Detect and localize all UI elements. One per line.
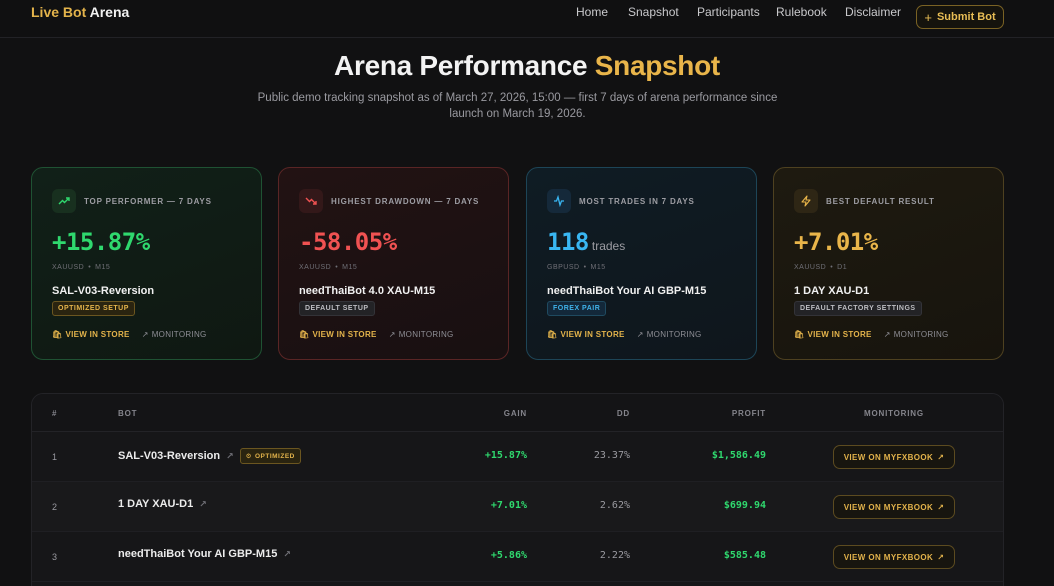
view-in-store-link[interactable]: 🛍 VIEW IN STORE xyxy=(299,330,377,339)
nav-links: Home Snapshot Participants Rulebook Disc… xyxy=(0,5,1054,29)
th-profit: PROFIT xyxy=(731,409,766,418)
card-bot-name: 1 DAY XAU-D1 xyxy=(794,285,870,297)
external-link-icon: ↗ xyxy=(388,330,396,339)
card-value: -58.05% xyxy=(299,228,397,256)
store-icon: 🛍 xyxy=(794,330,805,339)
optimized-badge: ⚙ OPTIMIZED xyxy=(239,448,301,464)
th-dd: DD xyxy=(616,409,630,418)
bot-name[interactable]: needThaiBot Your AI GBP-M15 ↗ xyxy=(118,548,291,560)
table-header: # BOT GAIN DD PROFIT MONITORING xyxy=(32,394,1003,432)
view-on-myfxbook-button[interactable]: VIEW ON MYFXBOOK ↗ xyxy=(833,495,955,519)
card-meta: GBPUSD • M15 xyxy=(547,264,606,271)
view-in-store-link[interactable]: 🛍 VIEW IN STORE xyxy=(547,330,625,339)
brand-logo[interactable]: Live Bot Arena xyxy=(31,4,130,20)
table-row: 2 1 DAY XAU-D1 ↗ +7.01% 2.62% $699.94 VI… xyxy=(32,482,1003,532)
view-in-store-link[interactable]: 🛍 VIEW IN STORE xyxy=(52,330,130,339)
activity-icon xyxy=(547,189,571,213)
card-label: HIGHEST DRAWDOWN — 7 DAYS xyxy=(331,196,480,206)
table-row: 3 needThaiBot Your AI GBP-M15 ↗ +5.86% 2… xyxy=(32,532,1003,582)
card-badge: DEFAULT SETUP xyxy=(299,301,375,316)
view-in-store-link[interactable]: 🛍 VIEW IN STORE xyxy=(794,330,872,339)
card-badge: FOREX PAIR xyxy=(547,301,607,316)
card-label: BEST DEFAULT RESULT xyxy=(826,196,935,206)
card-label: MOST TRADES IN 7 DAYS xyxy=(579,196,695,206)
monitoring-link[interactable]: ↗ MONITORING xyxy=(388,330,454,339)
plus-icon: + xyxy=(924,9,932,25)
external-link-icon: ↗ xyxy=(199,498,207,509)
lightning-icon xyxy=(794,189,818,213)
view-on-myfxbook-button[interactable]: VIEW ON MYFXBOOK ↗ xyxy=(833,545,955,569)
card-meta: XAUUSD • M15 xyxy=(299,264,358,271)
card-best-default: BEST DEFAULT RESULT +7.01% XAUUSD • D1 1 D… xyxy=(773,167,1004,360)
page-title: Arena Performance Snapshot xyxy=(334,50,720,81)
nav-link-home[interactable]: Home xyxy=(576,5,609,19)
trending-down-icon xyxy=(299,189,323,213)
card-bot-name: SAL-V03-Reversion xyxy=(52,285,155,297)
external-link-icon: ↗ xyxy=(141,330,149,339)
card-meta: XAUUSD • D1 xyxy=(794,264,848,271)
monitoring-link[interactable]: ↗ MONITORING xyxy=(141,330,207,339)
monitoring-link[interactable]: ↗ MONITORING xyxy=(883,330,949,339)
external-link-icon: ↗ xyxy=(636,330,644,339)
th-bot: BOT xyxy=(118,409,138,418)
card-highest-drawdown: HIGHEST DRAWDOWN — 7 DAYS -58.05% XAUUSD… xyxy=(278,167,509,360)
card-badge: OPTIMIZED SETUP xyxy=(52,301,135,316)
external-link-icon: ↗ xyxy=(283,548,291,559)
store-icon: 🛍 xyxy=(299,330,310,339)
card-value: 118 trades xyxy=(547,228,626,256)
card-top-performer: TOP PERFORMER — 7 DAYS +15.87% XAUUSD • M1… xyxy=(31,167,262,360)
leaderboard-table: # BOT GAIN DD PROFIT MONITORING 1 SAL-V0… xyxy=(31,393,1004,586)
card-most-trades: MOST TRADES IN 7 DAYS 118 trades GBPUSD • M… xyxy=(526,167,757,360)
nav-link-snapshot[interactable]: Snapshot xyxy=(628,5,679,19)
card-meta: XAUUSD • M15 xyxy=(52,264,111,271)
table-row: 1 SAL-V03-Reversion ↗ ⚙ OPTIMIZED +15.87%… xyxy=(32,432,1003,482)
store-icon: 🛍 xyxy=(547,330,558,339)
bot-name[interactable]: SAL-V03-Reversion ↗ ⚙ OPTIMIZED xyxy=(118,448,301,464)
monitoring-link[interactable]: ↗ MONITORING xyxy=(636,330,702,339)
trending-up-icon xyxy=(52,189,76,213)
external-link-icon: ↗ xyxy=(937,502,945,512)
view-on-myfxbook-button[interactable]: VIEW ON MYFXBOOK ↗ xyxy=(833,445,955,469)
th-gain: GAIN xyxy=(503,409,527,418)
store-icon: 🛍 xyxy=(52,330,63,339)
page-subtitle: Public demo tracking snapshot as of Marc… xyxy=(257,92,778,120)
card-badge: DEFAULT FACTORY SETTINGS xyxy=(794,301,922,316)
gear-icon: ⚙ xyxy=(245,453,252,460)
card-bot-name: needThaiBot 4.0 XAU-M15 xyxy=(299,285,436,297)
card-value: +15.87% xyxy=(52,228,150,256)
nav-link-disclaimer[interactable]: Disclaimer xyxy=(845,5,902,19)
submit-bot-button[interactable]: + Submit Bot xyxy=(916,5,1004,29)
bot-name[interactable]: 1 DAY XAU-D1 ↗ xyxy=(118,498,207,510)
nav-link-participants[interactable]: Participants xyxy=(697,5,760,19)
card-label: TOP PERFORMER — 7 DAYS xyxy=(84,196,212,206)
card-value: +7.01% xyxy=(794,228,878,256)
th-monitoring: MONITORING xyxy=(864,409,924,418)
external-link-icon: ↗ xyxy=(937,552,945,562)
card-bot-name: needThaiBot Your AI GBP-M15 xyxy=(547,285,707,297)
external-link-icon: ↗ xyxy=(226,450,234,461)
top-nav: Live Bot Arena Home Snapshot Participant… xyxy=(0,0,1054,38)
external-link-icon: ↗ xyxy=(883,330,891,339)
th-rank: # xyxy=(52,409,58,418)
external-link-icon: ↗ xyxy=(937,452,945,462)
nav-link-rulebook[interactable]: Rulebook xyxy=(776,5,827,19)
